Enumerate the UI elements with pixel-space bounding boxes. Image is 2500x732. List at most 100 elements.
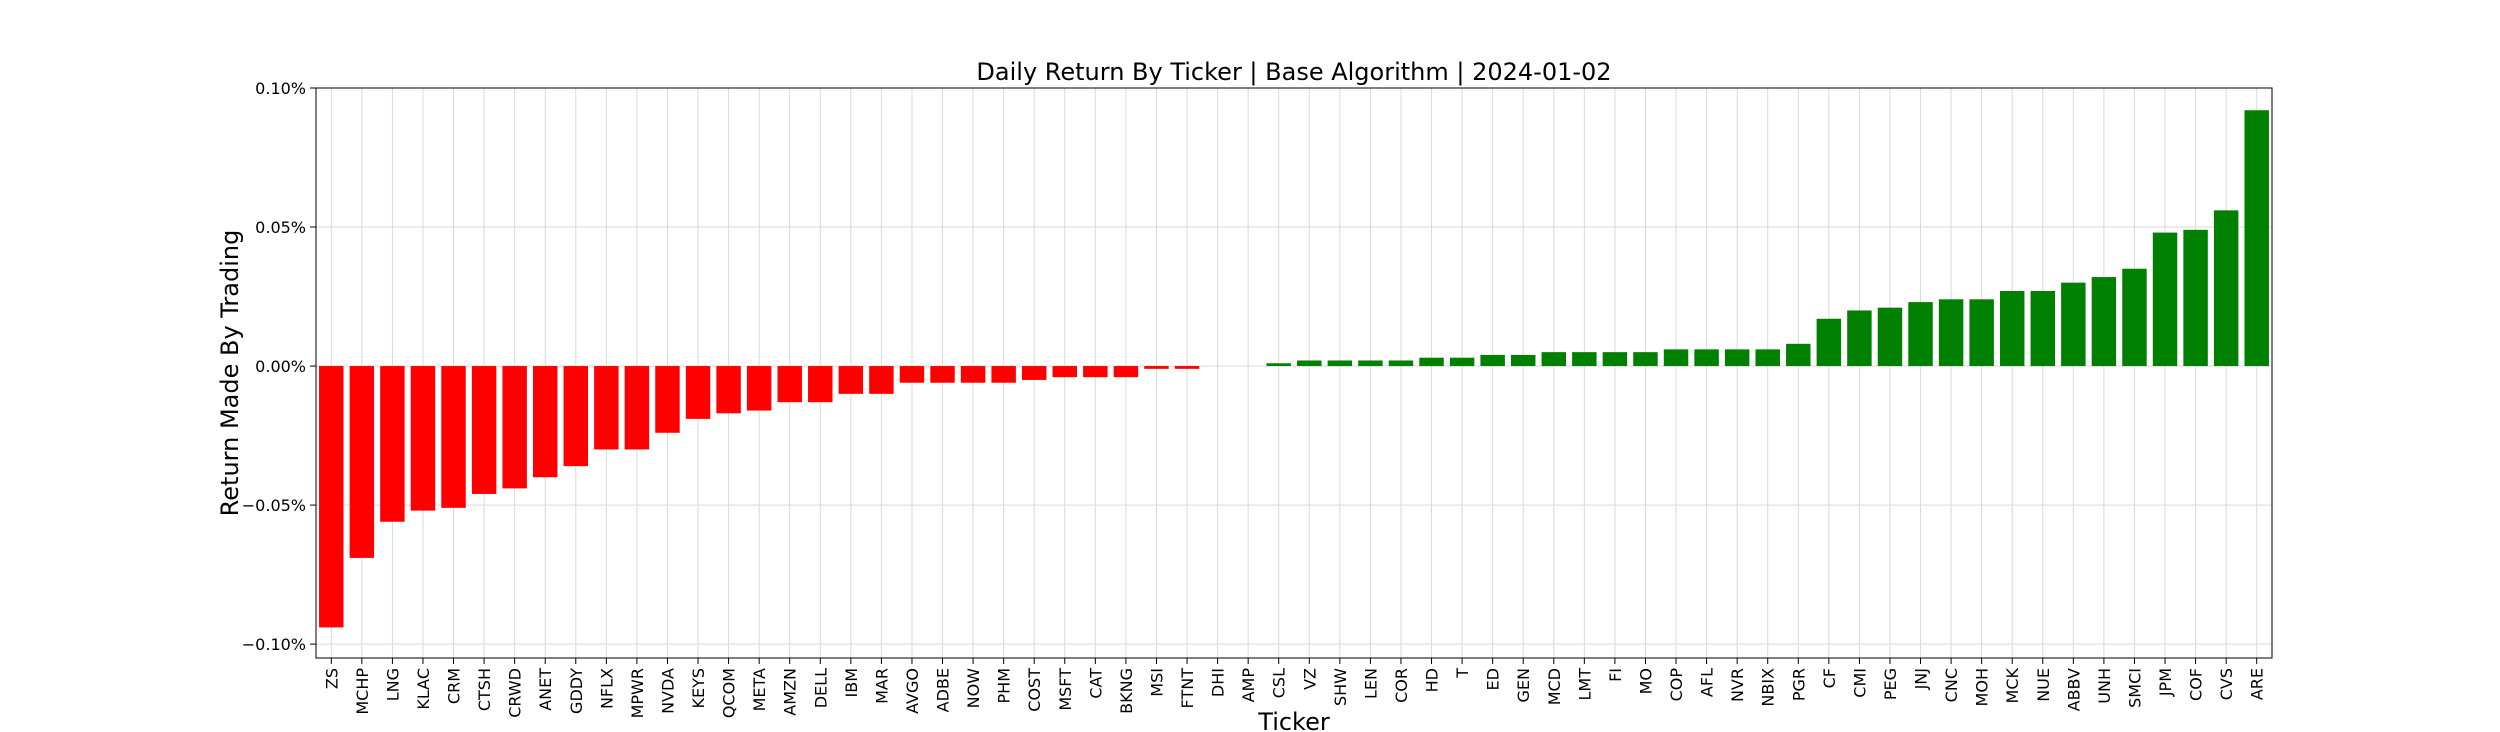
x-tick-label: AMP (1239, 668, 1258, 703)
bar-lng (380, 366, 405, 522)
x-tick-label: LEN (1361, 668, 1380, 699)
y-tick-label: −0.05% (242, 496, 306, 515)
x-tick-label: SHW (1331, 668, 1350, 706)
x-tick-label: JNJ (1912, 668, 1931, 690)
bar-peg (1877, 307, 1903, 367)
y-tick-label: 0.05% (255, 218, 306, 237)
x-tick-label: KEYS (689, 668, 708, 709)
bar-mo (1633, 352, 1658, 367)
x-tick-label: MSI (1147, 668, 1166, 697)
x-tick-label: SMCI (2125, 668, 2144, 708)
bar-jnj (1908, 302, 1933, 367)
bar-pgr (1786, 343, 1811, 367)
bar-phm (991, 366, 1016, 383)
x-tick-label: JPM (2156, 668, 2175, 697)
bar-csl (1266, 363, 1291, 367)
bar-qcom (716, 366, 741, 414)
x-tick-label: COST (1025, 668, 1044, 712)
bar-crwd (502, 366, 527, 489)
bar-zs (319, 366, 344, 628)
x-tick-label: CNC (1942, 668, 1961, 702)
bar-klac (410, 366, 436, 511)
bar-abbv (2061, 282, 2086, 367)
x-tick-label: MCD (1545, 668, 1564, 705)
x-tick-label: FI (1606, 668, 1625, 682)
bar-bkng (1113, 366, 1139, 378)
x-tick-label: MCK (2003, 667, 2022, 703)
bar-amzn (777, 366, 802, 403)
bars (319, 110, 2269, 628)
x-tick-label: ZS (322, 668, 341, 689)
bar-cat (1083, 366, 1108, 378)
bar-unh (2091, 277, 2117, 367)
bar-cor (1388, 360, 1414, 367)
x-tick-label: QCOM (720, 668, 739, 718)
bar-cof (2183, 229, 2208, 367)
x-tick-label: UNH (2095, 668, 2114, 704)
x-tick-label: AMZN (781, 668, 800, 716)
bar-mck (1999, 290, 2025, 367)
x-tick-label: MOH (1973, 668, 1992, 706)
x-tick-label: ANET (536, 668, 555, 711)
y-axis-ticks: 0.10% 0.05% 0.00% −0.05% −0.10% (242, 79, 316, 654)
y-tick-label: −0.10% (242, 635, 306, 654)
plot-frame (315, 87, 2273, 659)
x-tick-label: VZ (1300, 668, 1319, 690)
x-tick-label: ABBV (2064, 668, 2083, 711)
bar-nvr (1724, 349, 1750, 367)
bar-mar (869, 366, 894, 394)
bar-crm (441, 366, 466, 508)
bar-dell (808, 366, 833, 403)
bar-are (2244, 110, 2269, 367)
bar-afl (1694, 349, 1719, 367)
x-tick-label: BKNG (1117, 668, 1136, 714)
x-tick-label: CAT (1086, 668, 1105, 699)
x-tick-label: DELL (811, 668, 830, 708)
x-tick-label: IBM (842, 668, 861, 698)
bar-moh (1969, 299, 1994, 367)
x-tick-label: CTSH (475, 668, 494, 711)
x-tick-label: AVGO (903, 668, 922, 714)
bar-jpm (2152, 232, 2178, 367)
chart-title: Daily Return By Ticker | Base Algorithm … (976, 58, 1611, 86)
bar-ibm (838, 366, 864, 394)
x-tick-label: GEN (1514, 668, 1533, 702)
x-tick-label: CVS (2217, 668, 2236, 700)
x-tick-label: T (1453, 668, 1472, 679)
bar-msft (1052, 366, 1078, 378)
bar-gen (1510, 354, 1536, 367)
x-axis-label: Ticker (1257, 708, 1330, 732)
x-tick-label: META (750, 668, 769, 711)
x-tick-label: MAR (872, 668, 891, 704)
bar-mpwr (624, 366, 650, 450)
x-tick-label: MPWR (628, 668, 647, 718)
bar-adbe (930, 366, 955, 383)
x-tick-label: NVDA (658, 668, 677, 714)
x-tick-label: MSFT (1056, 668, 1075, 711)
x-tick-label: CMI (1850, 668, 1869, 698)
x-tick-label: PEG (1881, 668, 1900, 700)
y-axis-label: Return Made By Trading (216, 230, 244, 517)
x-axis-ticks: ZS MCHP LNG KLAC CRM CTSH CRWD ANET GDDY NFLX MPWR… (322, 658, 2267, 718)
bar-lmt (1572, 352, 1597, 367)
y-tick-label: 0.00% (255, 357, 306, 376)
x-tick-label: HD (1423, 668, 1442, 692)
bar-nflx (594, 366, 619, 450)
bar-cf (1816, 318, 1842, 367)
bar-cop (1663, 349, 1689, 367)
x-tick-label: CSL (1270, 668, 1289, 698)
bar-t (1449, 357, 1475, 367)
x-tick-label: COP (1667, 668, 1686, 702)
bar-ctsh (471, 366, 497, 494)
x-tick-label: LNG (383, 668, 402, 701)
x-tick-label: LMT (1575, 668, 1594, 701)
bar-nue (2030, 290, 2056, 367)
bar-hd (1419, 357, 1444, 367)
x-tick-label: KLAC (414, 668, 433, 710)
x-tick-label: MO (1636, 668, 1655, 694)
bar-anet (532, 366, 558, 478)
y-tick-label: 0.10% (255, 79, 306, 98)
x-tick-label: NBIX (1759, 668, 1778, 707)
x-tick-label: DHI (1209, 668, 1228, 697)
